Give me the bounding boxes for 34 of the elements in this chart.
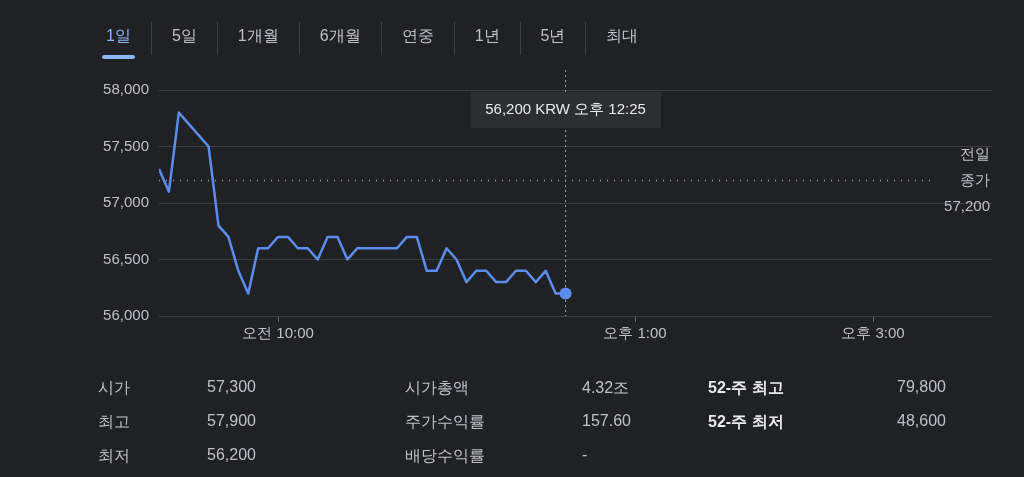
ref-line-label: 전일 종가 57,200	[944, 144, 990, 214]
text: 5일	[171, 27, 197, 44]
text: 1일	[106, 27, 131, 44]
text: 4.32조	[582, 378, 630, 398]
text: -	[582, 446, 588, 464]
text: 6개월	[319, 27, 361, 44]
text: 5년	[540, 27, 566, 44]
text: 최고	[98, 412, 130, 432]
text: 157.60	[582, 412, 631, 430]
y-tick-label: 56,500	[103, 249, 149, 267]
y-tick-label: 58,000	[103, 80, 149, 98]
text: 52-주 최저	[708, 412, 784, 432]
text: 1년	[474, 27, 500, 44]
text: 시가총액	[405, 378, 469, 398]
text: 57,900	[207, 412, 256, 430]
text: 48,600	[897, 412, 946, 430]
text: 최저	[98, 446, 130, 466]
text: 1개월	[237, 27, 279, 44]
y-tick-label: 56,000	[103, 306, 149, 324]
text: 주가수익률	[405, 412, 485, 432]
text: 최대	[606, 27, 639, 44]
y-tick-label: 57,000	[103, 193, 149, 211]
y-tick-label: 57,500	[103, 136, 149, 154]
text: 57,300	[207, 378, 256, 396]
x-tick-label: 오후 1:00	[603, 324, 667, 342]
text: 56,200	[207, 446, 256, 464]
text: 배당수익률	[405, 446, 485, 466]
annotation: 56,200 KRW 오후 12:25	[485, 100, 646, 118]
x-tick-label: 오전 10:00	[242, 324, 314, 342]
text: 시가	[98, 378, 130, 398]
x-tick-label: 오후 3:00	[841, 324, 905, 342]
text: 52-주 최고	[708, 378, 784, 398]
text: 연중	[401, 27, 434, 44]
text: 79,800	[897, 378, 946, 396]
